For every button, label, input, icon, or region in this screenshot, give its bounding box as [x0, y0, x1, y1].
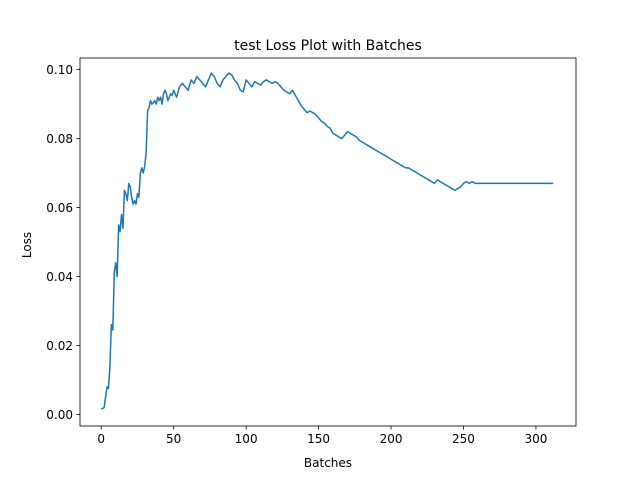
x-tick-label: 0	[97, 432, 105, 446]
x-tick-label: 250	[452, 432, 475, 446]
x-tick-label: 300	[524, 432, 547, 446]
y-axis-title: Loss	[20, 232, 34, 258]
plot-area: 0 50 100 150 200 250 300 0.00 0.02 0.04 0.06 0.08 0.…	[46, 57, 577, 446]
chart-title: test Loss Plot with Batches	[234, 38, 422, 54]
y-tick-label: 0.00	[46, 408, 73, 422]
y-tick-label: 0.02	[46, 339, 73, 353]
y-tick-label: 0.08	[46, 132, 73, 146]
x-axis-title: Batches	[304, 456, 352, 470]
y-tick-label: 0.06	[46, 201, 73, 215]
y-tick-label: 0.04	[46, 270, 73, 284]
x-tick-label: 50	[166, 432, 181, 446]
loss-series-line	[100, 72, 554, 410]
x-tick-label: 200	[380, 432, 403, 446]
x-tick-label: 100	[235, 432, 258, 446]
x-tick-label: 150	[307, 432, 330, 446]
y-tick-label: 0.10	[46, 63, 73, 77]
axes-frame	[79, 57, 577, 427]
